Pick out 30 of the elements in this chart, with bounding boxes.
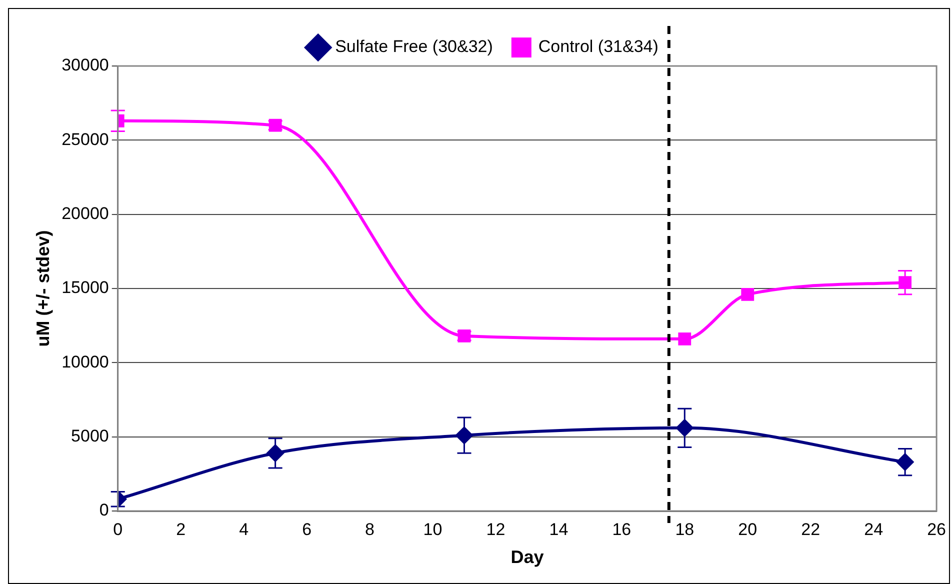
x-tick-label: 4 [239,520,249,539]
y-tick-label: 15000 [62,278,109,298]
x-tick-label: 2 [176,520,186,539]
x-tick-label: 20 [738,520,758,539]
x-tick-label: 12 [486,520,506,539]
y-tick-label: 5000 [71,426,109,446]
legend-label: Control (31&34) [538,37,658,56]
y-tick-label: 0 [99,500,109,520]
x-tick-label: 22 [801,520,820,539]
y-tick-label: 25000 [62,130,109,149]
x-tick-label: 8 [365,520,375,539]
point [896,454,914,471]
x-tick-label: 10 [423,520,442,539]
point [898,276,912,290]
x-tick-label: 16 [612,520,632,539]
y-axis-title: uM (+/- stdev) [32,230,53,347]
x-tick-label: 18 [675,520,694,539]
point [456,426,473,444]
point [741,288,754,301]
x-tick-label: 6 [302,520,312,539]
x-tick-label: 26 [927,520,946,539]
x-tick-label: 0 [113,520,123,539]
legend-label: Sulfate Free (30&32) [335,37,493,56]
y-tick-label: 10000 [62,352,109,372]
x-axis-title: Day [510,547,544,568]
x-tick-label: 14 [549,520,568,539]
point [678,332,692,346]
y-tick-label: 30000 [62,56,109,75]
x-tick-label: 24 [864,520,884,539]
y-tick-label: 20000 [62,204,109,224]
